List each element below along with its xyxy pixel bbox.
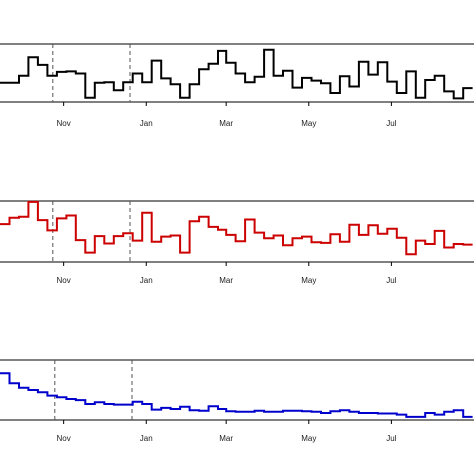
- x-tick-label: May: [301, 276, 316, 285]
- series-line: [0, 200, 473, 256]
- x-tick-label: Jul: [386, 276, 396, 285]
- x-tick-label: Mar: [219, 276, 233, 285]
- panel-blue: Nov Jan Mar May Jul: [0, 359, 474, 443]
- series-line: [0, 48, 473, 100]
- x-tick-label: Jan: [140, 276, 153, 285]
- x-tick-label: Mar: [219, 119, 233, 128]
- series-line: [0, 372, 473, 418]
- x-tick-label: Mar: [219, 434, 233, 443]
- x-tick-label: Nov: [57, 276, 71, 285]
- x-tick-label: Nov: [57, 119, 71, 128]
- x-tick-label: Nov: [57, 434, 71, 443]
- panel-black: Nov Jan Mar May Jul: [0, 43, 474, 128]
- x-tick-label: Jul: [386, 119, 396, 128]
- plot-frame: [0, 359, 474, 421]
- x-tick-label: May: [301, 434, 316, 443]
- plot-frame: [0, 200, 474, 263]
- x-tick-label: Jul: [386, 434, 396, 443]
- x-tick-label: Jan: [140, 119, 153, 128]
- x-tick-label: May: [301, 119, 316, 128]
- plot-frame: [0, 43, 474, 103]
- panel-red: Nov Jan Mar May Jul: [0, 200, 474, 285]
- x-tick-label: Jan: [140, 434, 153, 443]
